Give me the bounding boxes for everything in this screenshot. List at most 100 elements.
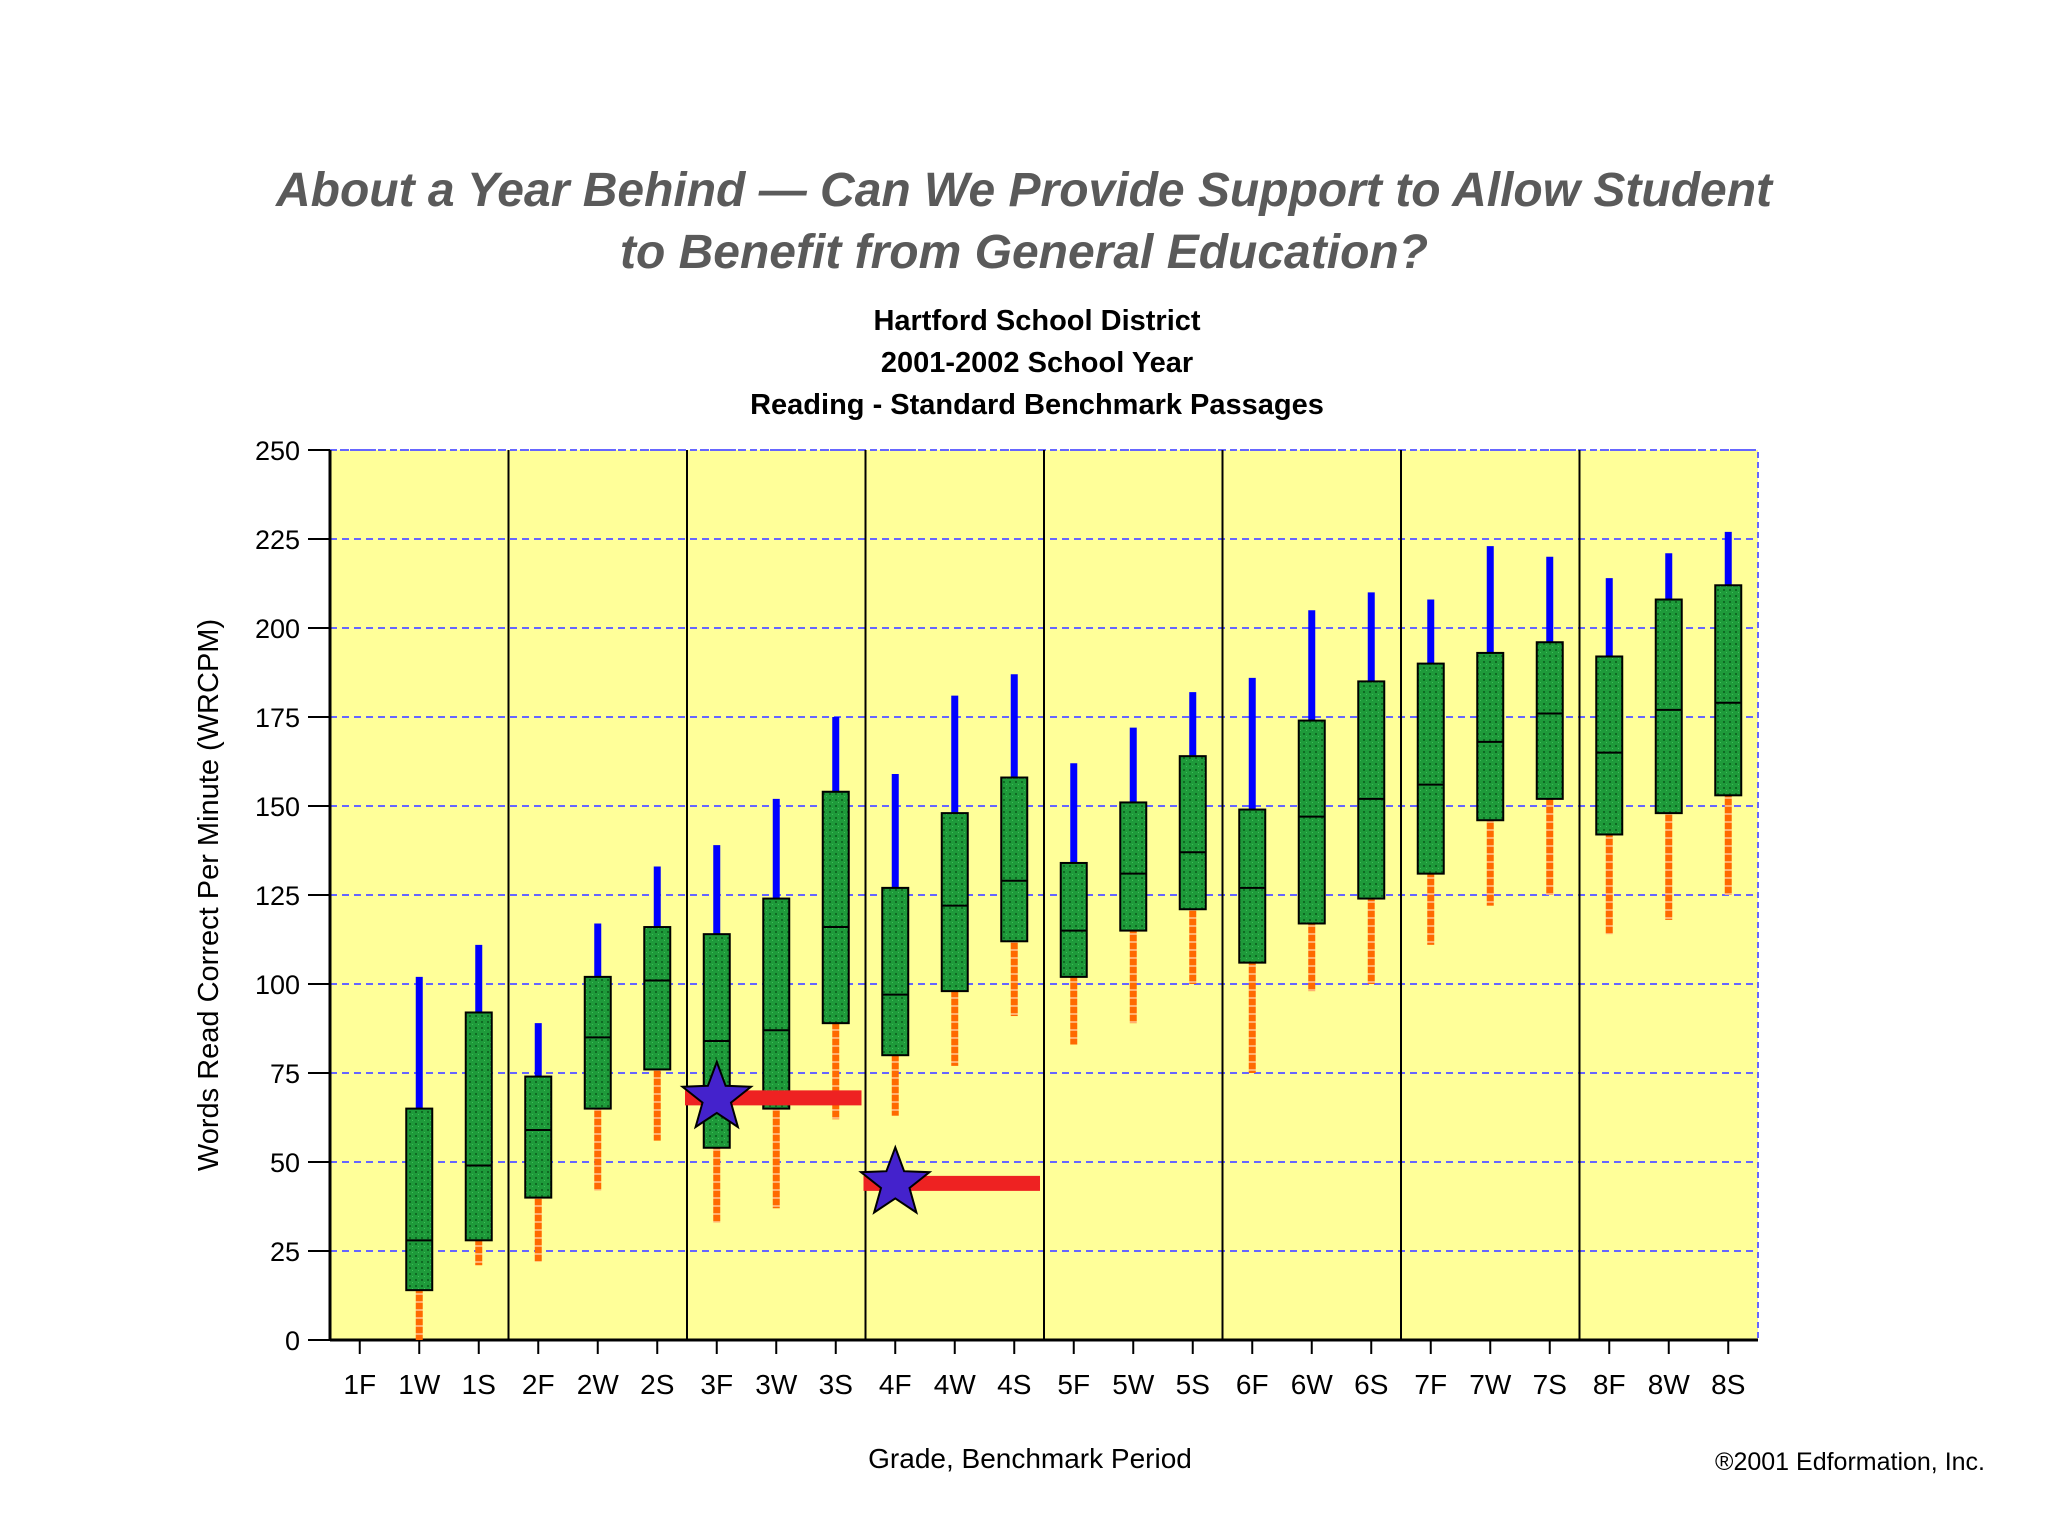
x-tick-label-8S: 8S [1711, 1369, 1745, 1400]
iqr-box-4W [940, 812, 969, 993]
iqr-box-3S [821, 790, 850, 1025]
y-axis-ticks: 0 25 50 75 100 125 150 175 200 225 250 [255, 436, 330, 1356]
lower-whisker-3W [772, 1108, 780, 1209]
x-axis-label: Grade, Benchmark Period [868, 1443, 1192, 1474]
lower-whisker-6W [1308, 923, 1316, 992]
lower-whisker-3F [713, 1147, 721, 1223]
y-tick-label-100: 100 [255, 970, 300, 1000]
iqr-box-7S [1535, 641, 1564, 800]
x-tick-label-4S: 4S [997, 1369, 1031, 1400]
iqr-box-5W [1119, 801, 1148, 932]
box-5F [1059, 763, 1088, 1045]
lower-whisker-4S [1010, 941, 1018, 1017]
iqr-box-3W [762, 897, 791, 1110]
box-8S [1714, 531, 1743, 895]
iqr-box-6S [1357, 680, 1386, 900]
lower-whisker-8S [1724, 795, 1732, 895]
x-tick-label-5S: 5S [1176, 1369, 1210, 1400]
slide-title: About a Year Behind — Can We Provide Sup… [0, 160, 2048, 284]
x-tick-label-3F: 3F [700, 1369, 733, 1400]
iqr-box-5F [1059, 861, 1088, 978]
x-tick-label-1S: 1S [462, 1369, 496, 1400]
x-tick-label-1W: 1W [398, 1369, 441, 1400]
box-6W [1297, 610, 1326, 992]
x-tick-label-6F: 6F [1236, 1369, 1269, 1400]
x-tick-label-3W: 3W [755, 1369, 798, 1400]
box-4W [940, 695, 969, 1066]
x-axis-ticks: 1F 1W 1S 2F 2W 2S 3F 3W 3S 4F 4W 4S 5F 5W 5S 6F 6W 6S 7F 7W… [343, 1340, 1745, 1400]
iqr-box-2S [643, 926, 672, 1071]
box-2F [524, 1023, 553, 1262]
chart-title-line-3: Reading - Standard Benchmark Passages [750, 389, 1324, 421]
x-tick-label-4F: 4F [879, 1369, 912, 1400]
x-tick-label-2S: 2S [640, 1369, 674, 1400]
student-score-stars [679, 1059, 933, 1215]
y-tick-label-125: 125 [255, 881, 300, 911]
iqr-box-5S [1178, 755, 1207, 911]
box-8W [1654, 553, 1683, 920]
y-tick-label-0: 0 [285, 1326, 300, 1356]
y-tick-label-175: 175 [255, 703, 300, 733]
lower-whisker-6F [1248, 962, 1256, 1073]
lower-whisker-1S [475, 1240, 483, 1266]
iqr-box-8S [1714, 584, 1743, 797]
lower-whisker-2W [594, 1108, 602, 1191]
chart-title-line-1: Hartford School District [873, 305, 1200, 337]
x-tick-label-5F: 5F [1057, 1369, 1090, 1400]
slide-title-line-1: About a Year Behind — Can We Provide Sup… [275, 164, 1773, 217]
x-tick-label-7F: 7F [1414, 1369, 1447, 1400]
y-tick-label-250: 250 [255, 436, 300, 466]
iqr-box-6F [1238, 808, 1267, 964]
box-1W [405, 976, 434, 1340]
lower-whisker-5W [1129, 930, 1137, 1024]
box-7F [1416, 599, 1445, 945]
x-tick-label-6S: 6S [1354, 1369, 1388, 1400]
lower-whisker-5F [1070, 976, 1078, 1045]
y-axis-label: Words Read Correct Per Minute (WRCPM) [193, 619, 225, 1171]
grade-dividers [507, 450, 1581, 1340]
lower-whisker-7F [1427, 873, 1435, 945]
y-tick-label-75: 75 [270, 1059, 300, 1089]
box-2W [583, 923, 612, 1191]
box-6F [1238, 677, 1267, 1073]
box-4S [1000, 674, 1029, 1017]
y-tick-label-50: 50 [270, 1148, 300, 1178]
x-tick-label-1F: 1F [343, 1369, 376, 1400]
iqr-box-2W [583, 975, 612, 1110]
lower-whisker-4F [891, 1055, 899, 1116]
x-tick-label-6W: 6W [1291, 1369, 1334, 1400]
iqr-box-8F [1595, 655, 1624, 836]
lower-whisker-4W [951, 991, 959, 1066]
box-5S [1178, 692, 1207, 984]
x-tick-label-8W: 8W [1648, 1369, 1691, 1400]
iqr-box-4F [881, 886, 910, 1057]
box-3S [821, 717, 850, 1120]
iqr-box-1W [405, 1107, 434, 1292]
lower-whisker-7W [1486, 820, 1494, 906]
iqr-box-6W [1297, 719, 1326, 925]
lower-whisker-2F [534, 1197, 542, 1262]
box-4F [881, 773, 910, 1116]
chart-title: Hartford School District 2001-2002 School… [750, 305, 1324, 421]
box-5W [1119, 727, 1148, 1024]
x-tick-label-2F: 2F [522, 1369, 555, 1400]
box-8F [1595, 578, 1624, 935]
x-tick-label-7S: 7S [1533, 1369, 1567, 1400]
iqr-box-2F [524, 1075, 553, 1199]
lower-whisker-6S [1367, 898, 1375, 984]
box-7S [1535, 556, 1564, 895]
lower-whisker-1W [415, 1290, 423, 1340]
x-tick-label-2W: 2W [577, 1369, 620, 1400]
lower-whisker-2S [653, 1069, 661, 1141]
x-tick-label-4W: 4W [934, 1369, 977, 1400]
lower-whisker-5S [1189, 909, 1197, 984]
slide-title-line-2: to Benefit from General Education? [619, 226, 1429, 279]
lower-whisker-8W [1665, 813, 1673, 920]
copyright-notice: ®2001 Edformation, Inc. [1715, 1448, 1985, 1476]
student-star-4F [858, 1144, 933, 1215]
iqr-box-1S [464, 1011, 493, 1242]
iqr-box-8W [1654, 598, 1683, 815]
lower-whisker-8F [1605, 834, 1613, 935]
box-2S [643, 866, 672, 1141]
iqr-box-7F [1416, 662, 1445, 875]
